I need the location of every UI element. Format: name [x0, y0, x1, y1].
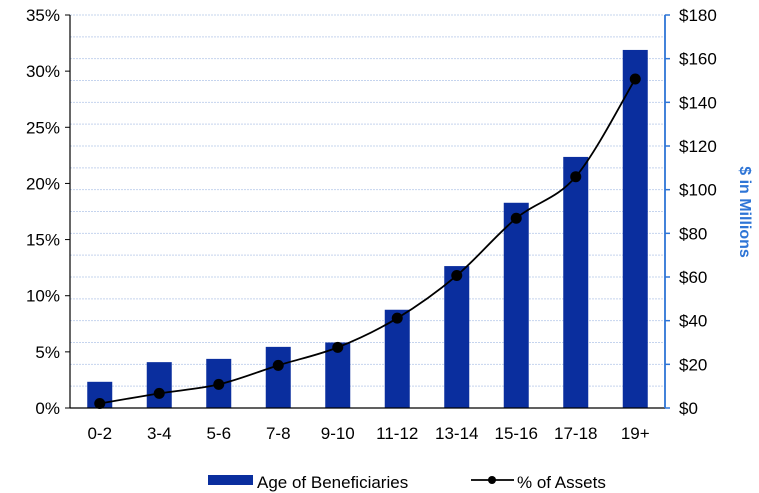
x-tick-label: 0-2: [87, 424, 112, 443]
left-y-tick-label: 35%: [26, 6, 60, 25]
bar: [622, 49, 648, 408]
left-y-tick-label: 5%: [35, 343, 60, 362]
gridlines: [70, 14, 665, 387]
legend-line-marker: [488, 476, 496, 484]
line-point: [153, 387, 165, 399]
legend-bar-label: Age of Beneficiaries: [257, 473, 408, 492]
x-tick-label: 11-12: [376, 424, 418, 443]
bar: [325, 342, 351, 408]
legend-line-label: % of Assets: [517, 473, 606, 492]
line-point: [629, 73, 641, 85]
right-y-tick-label: $100: [679, 181, 717, 200]
bar: [265, 346, 291, 408]
bar: [444, 266, 470, 408]
bar: [146, 362, 172, 408]
x-tick-label: 9-10: [321, 424, 355, 443]
x-tick-labels: 0-2 3-4 5-6 7-8 9-10 11-12 13-14 15-16 17-18 19+: [87, 424, 649, 443]
bar: [563, 156, 589, 408]
axes: [65, 14, 670, 409]
line-point: [451, 270, 463, 282]
x-tick-label: 17-18: [554, 424, 597, 443]
line-point: [213, 378, 225, 390]
bar-series: [87, 49, 648, 408]
right-y-axis-label: $ in Millions: [736, 166, 753, 258]
line-point: [332, 341, 344, 353]
legend: Age of Beneficiaries % of Assets: [208, 473, 606, 492]
bar: [503, 202, 529, 408]
line-point: [510, 212, 522, 224]
right-y-tick-label: $40: [679, 312, 707, 331]
right-y-tick-label: $80: [679, 224, 707, 243]
x-tick-label: 7-8: [266, 424, 291, 443]
left-y-tick-label: 0%: [35, 399, 60, 418]
line-point: [94, 398, 106, 410]
x-tick-label: 15-16: [495, 424, 538, 443]
left-y-tick-label: 30%: [26, 62, 60, 81]
right-y-tick-label: $140: [679, 93, 717, 112]
line-point: [272, 359, 284, 371]
left-y-tick-label: 20%: [26, 174, 60, 193]
line-path: [99, 78, 637, 405]
left-y-tick-label: 25%: [26, 118, 60, 137]
legend-bar-swatch: [208, 475, 253, 485]
line-point: [391, 312, 403, 324]
right-y-tick-label: $0: [679, 399, 698, 418]
left-y-tick-labels: 0% 5% 10% 15% 20% 25% 30% 35%: [26, 6, 60, 418]
x-tick-label: 13-14: [435, 424, 478, 443]
x-tick-label: 5-6: [206, 424, 231, 443]
right-y-tick-labels: $0 $20 $40 $60 $80 $100 $120 $140 $160 $180: [679, 6, 717, 418]
bar: [384, 309, 410, 408]
right-y-tick-label: $20: [679, 355, 707, 374]
left-y-tick-label: 15%: [26, 231, 60, 250]
x-tick-label: 19+: [621, 424, 650, 443]
right-y-tick-label: $60: [679, 268, 707, 287]
right-y-tick-label: $180: [679, 6, 717, 25]
right-y-tick-label: $120: [679, 137, 717, 156]
line-point: [570, 171, 582, 183]
left-y-tick-label: 10%: [26, 287, 60, 306]
x-tick-label: 3-4: [147, 424, 172, 443]
right-y-tick-label: $160: [679, 50, 717, 69]
line-series: [94, 73, 641, 410]
